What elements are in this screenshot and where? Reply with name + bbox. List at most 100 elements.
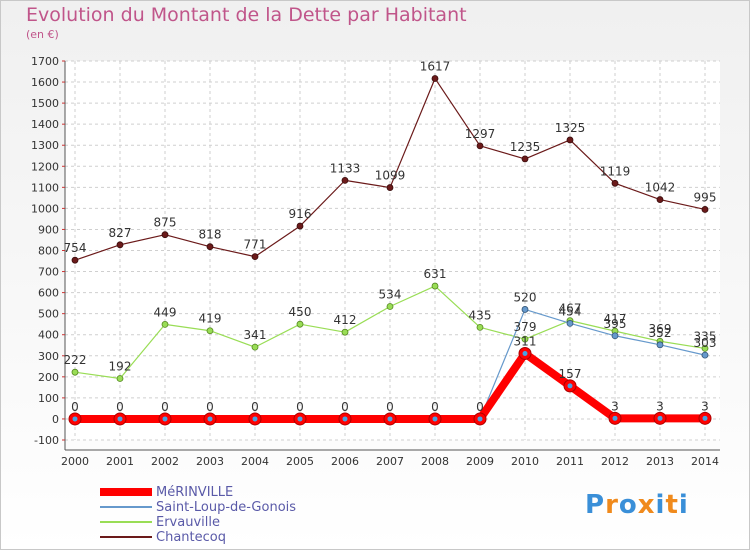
data-point-center-merinville [432, 416, 438, 422]
data-label-merinville: 0 [476, 400, 484, 414]
x-tick-label: 2005 [286, 455, 314, 468]
y-tick-label: 1400 [31, 118, 59, 131]
x-tick-label: 2014 [691, 455, 719, 468]
data-point-center-merinville [657, 415, 663, 421]
data-label-chantecoq: 754 [64, 241, 87, 255]
data-label-merinville: 0 [116, 400, 124, 414]
data-label-ervauville: 412 [334, 313, 357, 327]
legend-swatch-merinville [100, 488, 152, 496]
data-label-merinville: 0 [206, 400, 214, 414]
data-point-saint-loup [701, 351, 709, 359]
data-label-ervauville: 449 [154, 305, 177, 319]
y-tick-label: 1000 [31, 202, 59, 215]
data-label-chantecoq: 1133 [330, 161, 361, 175]
data-label-chantecoq: 1099 [375, 169, 406, 183]
logo-letter: x [637, 490, 656, 520]
legend-item-chantecoq: Chantecoq [100, 530, 226, 545]
data-label-chantecoq: 875 [154, 216, 177, 230]
legend-swatch-saint-loup [100, 506, 152, 508]
data-label-merinville: 0 [251, 400, 259, 414]
y-tick-label: 600 [38, 287, 59, 300]
data-label-ervauville: 341 [244, 328, 267, 342]
data-point-ervauville [476, 323, 484, 331]
data-label-chantecoq: 1297 [465, 127, 496, 141]
data-point-center-merinville [117, 416, 123, 422]
data-label-chantecoq: 818 [199, 228, 222, 242]
y-tick-label: 1600 [31, 76, 59, 89]
data-label-merinville: 0 [296, 400, 304, 414]
data-label-merinville: 0 [71, 400, 79, 414]
y-tick-label: 900 [38, 223, 59, 236]
data-point-saint-loup [656, 341, 664, 349]
data-label-merinville: 0 [431, 400, 439, 414]
x-tick-label: 2004 [241, 455, 269, 468]
y-tick-label: 1700 [31, 55, 59, 68]
x-tick-label: 2008 [421, 455, 449, 468]
data-label-merinville: 157 [559, 367, 582, 381]
data-point-ervauville [206, 327, 214, 335]
data-label-chantecoq: 1617 [420, 59, 451, 73]
y-tick-label: 100 [38, 392, 59, 405]
data-label-ervauville: 369 [649, 322, 672, 336]
data-label-saint-loup: 454 [559, 304, 582, 318]
data-label-chantecoq: 1235 [510, 140, 541, 154]
data-label-merinville: 3 [611, 399, 619, 413]
data-point-chantecoq [611, 179, 619, 187]
y-tick-label: 1100 [31, 181, 59, 194]
x-tick-label: 2002 [151, 455, 179, 468]
data-point-center-merinville [72, 416, 78, 422]
data-point-chantecoq [431, 75, 439, 82]
y-tick-label: 500 [38, 308, 59, 321]
data-point-chantecoq [386, 184, 394, 191]
data-label-ervauville: 379 [514, 320, 537, 334]
data-point-chantecoq [206, 243, 214, 251]
data-point-chantecoq [701, 206, 709, 213]
y-tick-label: 300 [38, 350, 59, 363]
y-tick-label: 200 [38, 371, 59, 384]
legend-item-merinville: MéRINVILLE [100, 484, 234, 500]
data-label-ervauville: 417 [604, 312, 627, 326]
y-tick-label: 700 [38, 266, 59, 279]
data-label-ervauville: 192 [109, 360, 132, 374]
legend-label-merinville: MéRINVILLE [156, 484, 234, 500]
data-label-ervauville: 534 [379, 288, 402, 302]
data-point-ervauville [701, 345, 709, 352]
data-point-chantecoq [161, 231, 169, 239]
legend-swatch-ervauville [100, 521, 152, 523]
data-point-chantecoq [71, 256, 79, 264]
y-tick-label: -100 [34, 434, 59, 447]
legend-item-ervauville: Ervauville [100, 515, 220, 530]
logo-letter: i [655, 490, 666, 520]
data-point-chantecoq [566, 136, 574, 144]
data-label-merinville: 3 [701, 399, 709, 413]
data-point-ervauville [251, 343, 259, 351]
data-point-ervauville [431, 282, 439, 290]
chart-unit: (en €) [26, 28, 59, 41]
data-label-chantecoq: 827 [109, 226, 132, 240]
data-point-chantecoq [521, 155, 529, 163]
data-point-ervauville [521, 335, 529, 343]
data-label-merinville: 0 [386, 400, 394, 414]
y-tick-label: 400 [38, 329, 59, 342]
data-label-ervauville: 631 [424, 267, 447, 281]
data-label-saint-loup: 395 [604, 317, 627, 331]
data-point-chantecoq [251, 253, 259, 261]
logo-letter: t [665, 490, 679, 520]
data-point-ervauville [71, 368, 79, 376]
data-label-chantecoq: 771 [244, 238, 267, 252]
data-label-saint-loup: 520 [514, 290, 537, 304]
x-tick-label: 2001 [106, 455, 134, 468]
data-point-saint-loup [566, 319, 574, 327]
data-label-chantecoq: 1325 [555, 121, 586, 135]
data-point-center-merinville [162, 416, 168, 422]
data-point-chantecoq [476, 142, 484, 150]
logo-letter: i [678, 490, 689, 520]
data-point-chantecoq [341, 176, 349, 184]
data-point-center-merinville [297, 416, 303, 422]
data-point-center-merinville [207, 416, 213, 422]
chart-title: Evolution du Montant de la Dette par Hab… [26, 4, 467, 26]
data-point-center-merinville [477, 416, 483, 422]
y-tick-label: 0 [52, 413, 59, 426]
legend-label-saint-loup: Saint-Loup-de-Gonois [156, 499, 297, 515]
